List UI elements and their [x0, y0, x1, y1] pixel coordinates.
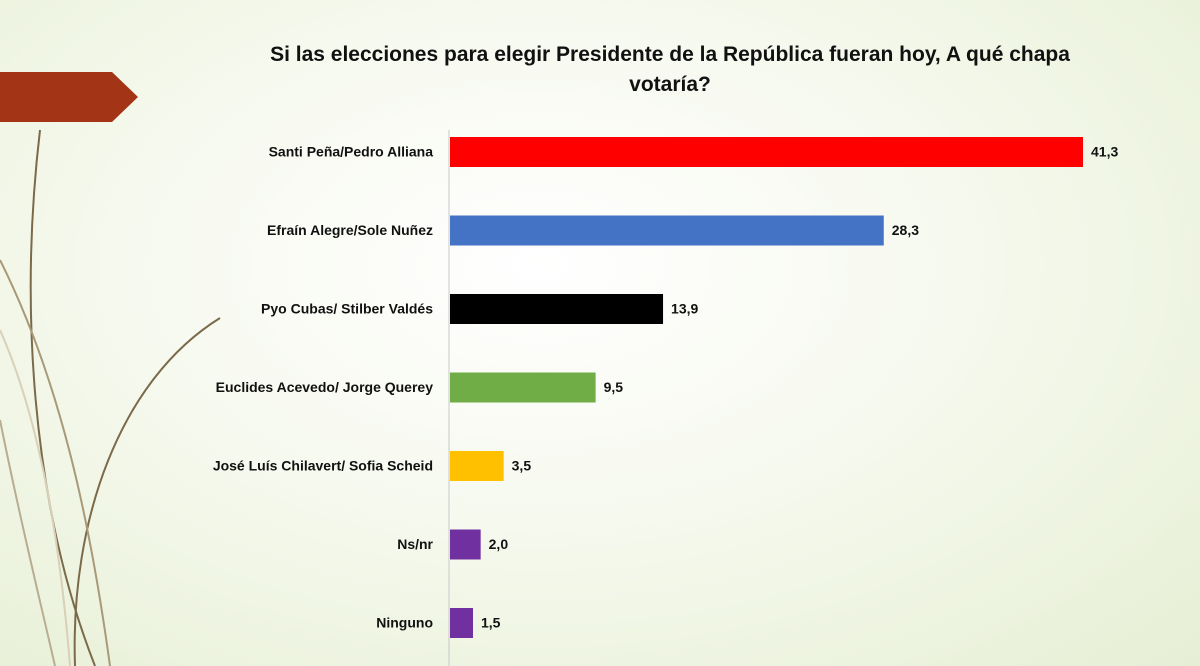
bar — [450, 215, 884, 246]
category-label: Euclides Acevedo/ Jorge Querey — [216, 379, 434, 395]
category-label: Ninguno — [376, 615, 433, 631]
category-label: Efraín Alegre/Sole Nuñez — [267, 222, 433, 238]
value-label: 2,0 — [489, 536, 509, 552]
category-label: Pyo Cubas/ Stilber Valdés — [261, 301, 433, 317]
decor-arrow — [0, 72, 138, 122]
value-label: 28,3 — [892, 222, 919, 238]
bar — [450, 451, 504, 481]
bar — [450, 137, 1083, 167]
bar — [450, 372, 596, 403]
value-label: 9,5 — [604, 379, 624, 395]
decoration — [0, 129, 221, 666]
category-label: Ns/nr — [397, 536, 433, 552]
chart-title: Si las elecciones para elegir Presidente… — [270, 43, 1070, 96]
category-label: Santi Peña/Pedro Alliana — [269, 144, 434, 160]
value-label: 13,9 — [671, 301, 698, 317]
value-label: 1,5 — [481, 615, 501, 631]
value-label: 41,3 — [1091, 144, 1118, 160]
category-label: José Luís Chilavert/ Sofia Scheid — [213, 458, 433, 474]
bar — [450, 608, 473, 638]
value-label: 3,5 — [512, 458, 532, 474]
bar — [450, 294, 664, 324]
bar — [450, 529, 481, 560]
